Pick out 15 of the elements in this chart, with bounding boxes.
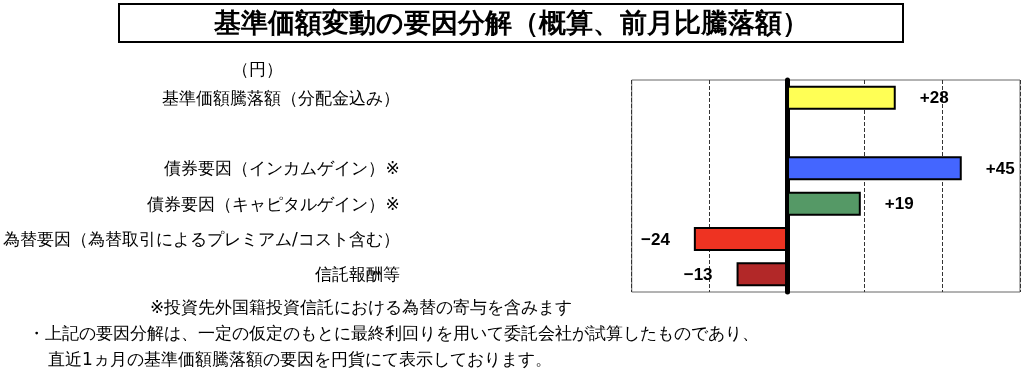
- data-label: +28: [919, 88, 949, 108]
- y-tick-label: 基準価額騰落額（分配金込み）: [161, 87, 400, 108]
- chart-title: 基準価額変動の要因分解（概算、前月比騰落額）: [118, 3, 904, 43]
- text: 直近1ヵ月の基準価額騰落額の要因を円貨にて表示しております。: [48, 348, 552, 371]
- y-tick-label: 信託報酬等: [314, 264, 400, 285]
- y-tick-label: 為替要因（為替取引によるプレミアム/コスト含む）: [2, 229, 400, 249]
- text: ・上記の要因分解は、一定の仮定のもとに最終利回りを用いて委託会社が試算したものであり、: [28, 322, 759, 345]
- y-tick-label: 債券要因（インカムゲイン）※: [164, 158, 400, 179]
- text: ※投資先外国籍投資信託における為替の寄与を含みます: [150, 296, 573, 319]
- data-label: −24: [641, 229, 671, 249]
- data-label: −13: [683, 264, 713, 284]
- y-tick-label: 債券要因（キャピタルゲイン）※: [147, 193, 400, 214]
- text: （円）: [232, 58, 283, 81]
- data-label: +19: [884, 194, 914, 214]
- data-label: +45: [985, 158, 1015, 178]
